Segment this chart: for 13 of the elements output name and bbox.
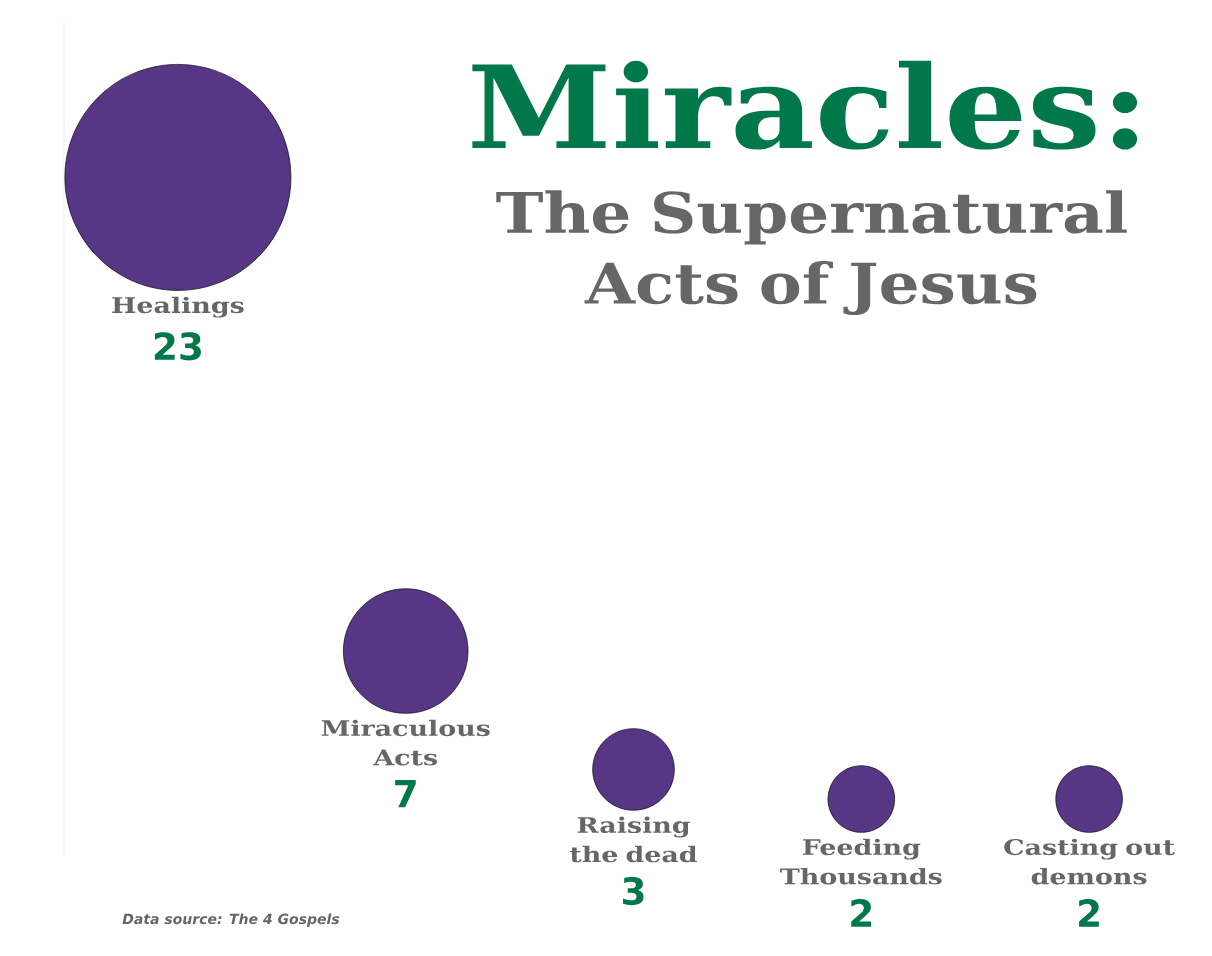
text: Miracles: — [472, 60, 1138, 150]
category-label: Miraculous Acts — [321, 719, 490, 766]
category-label: Healings — [112, 296, 244, 318]
data-label: 3 — [623, 876, 644, 906]
data-label: 2 — [1079, 899, 1099, 927]
category-label: Casting out demons — [1004, 838, 1175, 885]
data-label: 7 — [395, 780, 416, 808]
data-label: 2 — [851, 899, 872, 927]
text: The Supernatural Acts of Jesus — [496, 190, 1127, 316]
category-label: Raising the dead — [570, 816, 697, 863]
source-note: Data source: The 4 Gospels — [122, 913, 340, 927]
data-label: 23 — [154, 332, 201, 361]
category-label: Feeding Thousands — [780, 838, 942, 885]
